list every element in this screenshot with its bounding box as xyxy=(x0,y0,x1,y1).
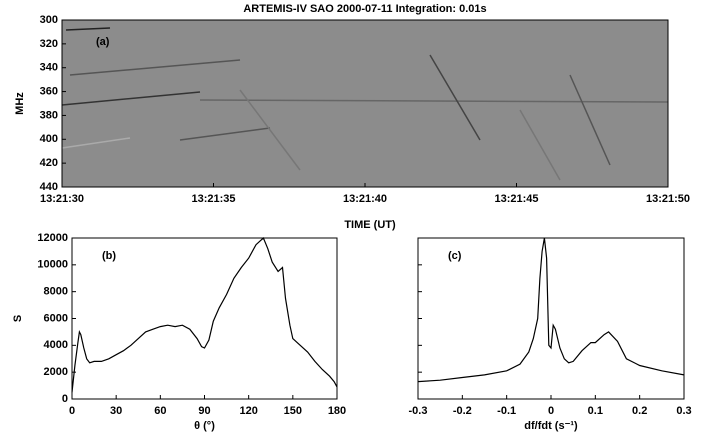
y-tick-label: 400 xyxy=(40,133,58,145)
y-axis-label: S xyxy=(12,315,24,322)
data-line xyxy=(417,237,685,383)
y-tick-label: 6000 xyxy=(44,312,68,324)
y-tick-label: 440 xyxy=(40,181,58,193)
y-tick-label: 0 xyxy=(62,393,68,405)
texture xyxy=(199,99,669,103)
chart-title: ARTEMIS-IV SAO 2000-07-11 Integration: 0… xyxy=(243,3,486,15)
plot-frame xyxy=(417,237,685,400)
y-tick-label: 420 xyxy=(40,157,58,169)
spectrogram-texture xyxy=(61,27,669,181)
panel-label: (c) xyxy=(448,250,462,262)
x-tick-label: 0 xyxy=(69,405,75,417)
x-tick-label: 0 xyxy=(548,405,554,417)
y-tick-label: 4000 xyxy=(44,339,68,351)
y-tick-label: 300 xyxy=(40,14,58,26)
x-tick-label: 150 xyxy=(284,405,302,417)
texture xyxy=(569,74,611,166)
y-tick-label: 340 xyxy=(40,62,58,74)
x-tick-label: 0.3 xyxy=(676,405,691,417)
y-tick-label: 360 xyxy=(40,85,58,97)
x-axis-label: df/fdt (s⁻¹) xyxy=(524,420,578,432)
spectrogram xyxy=(62,20,668,187)
y-tick-label: 12000 xyxy=(37,232,68,244)
x-tick-label: 13:21:30 xyxy=(40,193,84,205)
x-axis-label: TIME (UT) xyxy=(344,219,396,231)
y-tick-label: 8000 xyxy=(44,286,68,298)
x-tick-label: 13:21:50 xyxy=(646,193,690,205)
x-tick-label: 13:21:40 xyxy=(343,193,387,205)
texture xyxy=(69,59,241,76)
panel-label: (b) xyxy=(102,250,116,262)
x-tick-label: -0.1 xyxy=(497,405,516,417)
y-tick-label: 10000 xyxy=(37,259,68,271)
y-tick-label: 2000 xyxy=(44,366,68,378)
y-axis-label: MHz xyxy=(14,92,26,115)
x-tick-label: 90 xyxy=(198,405,210,417)
y-tick-label: 380 xyxy=(40,109,58,121)
x-tick-label: 180 xyxy=(328,405,346,417)
x-axis-label: θ (°) xyxy=(194,420,215,432)
x-tick-label: -0.3 xyxy=(409,405,428,417)
texture xyxy=(239,89,301,171)
texture xyxy=(65,27,111,31)
x-tick-label: 120 xyxy=(239,405,257,417)
panel-label: (a) xyxy=(96,36,110,48)
x-tick-label: 13:21:45 xyxy=(494,193,538,205)
data-line xyxy=(71,236,338,393)
texture xyxy=(61,137,131,149)
texture xyxy=(179,127,271,141)
x-tick-label: -0.2 xyxy=(453,405,472,417)
x-tick-label: 0.1 xyxy=(588,405,603,417)
x-tick-label: 60 xyxy=(154,405,166,417)
texture xyxy=(61,91,201,106)
plot-frame xyxy=(71,237,338,400)
texture xyxy=(429,54,481,141)
x-tick-label: 0.2 xyxy=(632,405,647,417)
x-tick-label: 13:21:35 xyxy=(191,193,235,205)
texture xyxy=(519,109,561,181)
x-tick-label: 30 xyxy=(110,405,122,417)
y-tick-label: 320 xyxy=(40,38,58,50)
